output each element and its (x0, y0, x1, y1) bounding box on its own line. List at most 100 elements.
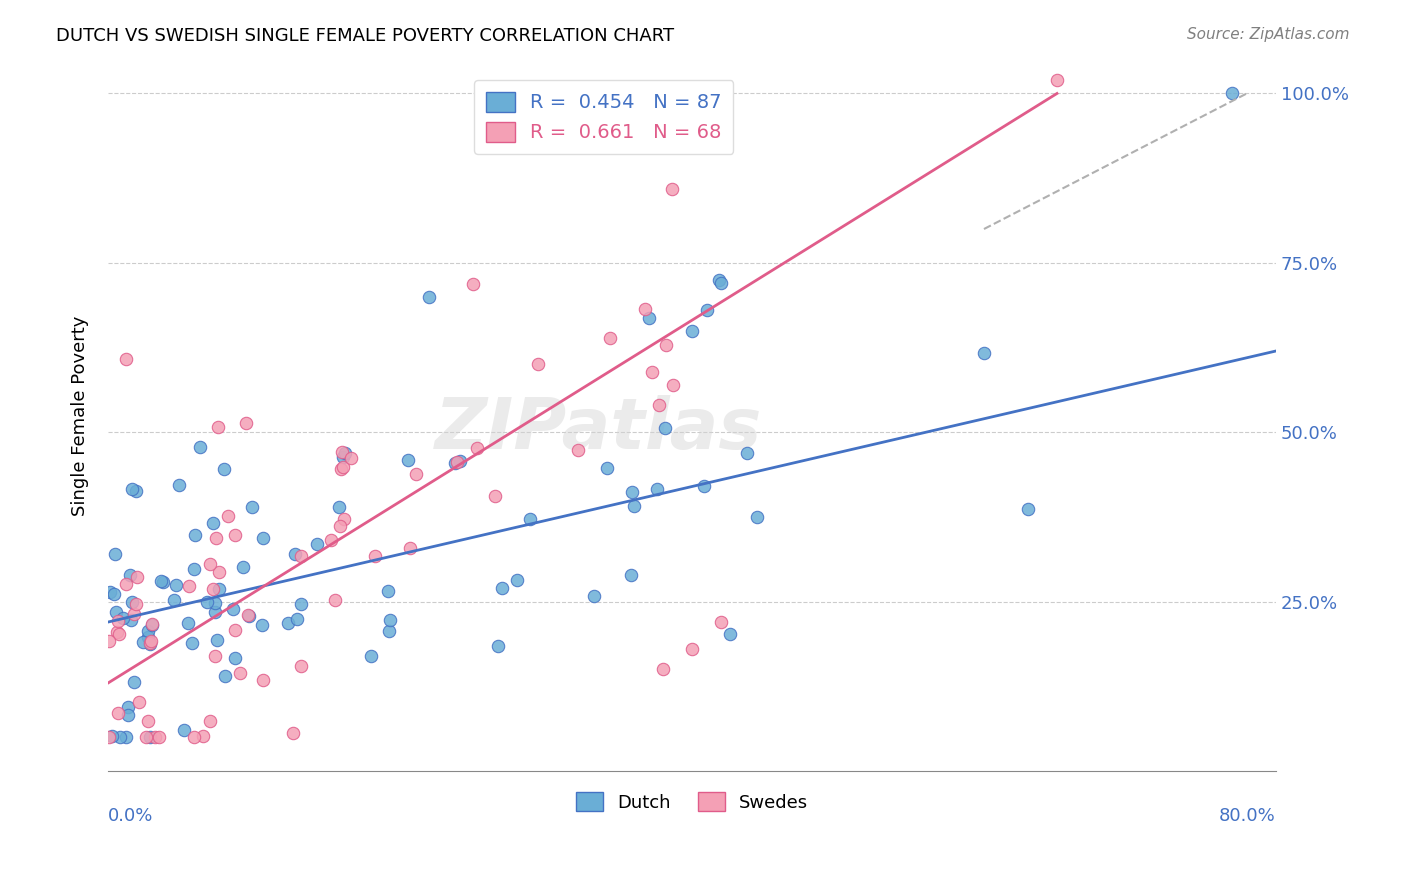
Swedes (325, 593, 347, 607)
Dutch (150, 574, 173, 588)
Swedes (484, 489, 506, 503)
Dutch (118, 568, 141, 582)
Dutch (224, 650, 246, 665)
Swedes (108, 627, 131, 641)
Swedes (224, 527, 246, 541)
Dutch (112, 611, 135, 625)
Swedes (235, 417, 257, 431)
Dutch (201, 516, 224, 531)
Swedes (364, 549, 387, 563)
Swedes (139, 634, 162, 648)
Swedes (105, 624, 128, 639)
Swedes (332, 459, 354, 474)
Dutch (305, 537, 328, 551)
Swedes (405, 467, 427, 481)
Dutch (190, 440, 212, 454)
Swedes (148, 731, 170, 745)
Dutch (104, 547, 127, 561)
Text: ZIPatlas: ZIPatlas (434, 395, 762, 464)
Swedes (201, 582, 224, 596)
Swedes (97, 633, 120, 648)
Text: DUTCH VS SWEDISH SINGLE FEMALE POVERTY CORRELATION CHART: DUTCH VS SWEDISH SINGLE FEMALE POVERTY C… (56, 27, 675, 45)
Dutch (100, 585, 122, 599)
Swedes (183, 731, 205, 745)
Dutch (197, 595, 219, 609)
Swedes (641, 365, 664, 379)
Swedes (655, 338, 678, 352)
Swedes (329, 462, 352, 476)
Dutch (284, 547, 307, 561)
Swedes (662, 377, 685, 392)
Dutch (232, 559, 254, 574)
Dutch (117, 700, 139, 714)
Swedes (329, 519, 352, 533)
Dutch (121, 483, 143, 497)
Swedes (115, 351, 138, 366)
Dutch (638, 311, 661, 326)
Dutch (121, 595, 143, 609)
Swedes (193, 729, 215, 743)
Dutch (163, 592, 186, 607)
Swedes (281, 726, 304, 740)
Dutch (285, 612, 308, 626)
Swedes (135, 731, 157, 745)
Dutch (183, 562, 205, 576)
Swedes (229, 665, 252, 680)
Dutch (747, 510, 769, 524)
Swedes (125, 570, 148, 584)
Dutch (709, 273, 731, 287)
Dutch (138, 624, 160, 638)
Dutch (491, 581, 513, 595)
Dutch (122, 674, 145, 689)
Swedes (332, 512, 354, 526)
Dutch (141, 618, 163, 632)
Dutch (718, 627, 741, 641)
Dutch (290, 597, 312, 611)
Y-axis label: Single Female Poverty: Single Female Poverty (72, 315, 89, 516)
Dutch (184, 528, 207, 542)
Dutch (132, 635, 155, 649)
Swedes (252, 673, 274, 687)
Dutch (973, 345, 995, 359)
Dutch (125, 483, 148, 498)
Swedes (128, 695, 150, 709)
Swedes (122, 607, 145, 621)
Dutch (181, 636, 204, 650)
Swedes (710, 615, 733, 629)
Dutch (173, 723, 195, 738)
Dutch (204, 606, 226, 620)
Swedes (208, 565, 231, 579)
Dutch (645, 482, 668, 496)
Dutch (250, 618, 273, 632)
Dutch (103, 587, 125, 601)
Swedes (238, 608, 260, 623)
Swedes (634, 301, 657, 316)
Dutch (582, 589, 605, 603)
Dutch (506, 573, 529, 587)
Dutch (1017, 501, 1039, 516)
Dutch (238, 608, 260, 623)
Text: Source: ZipAtlas.com: Source: ZipAtlas.com (1187, 27, 1350, 42)
Dutch (710, 277, 733, 291)
Swedes (319, 533, 342, 547)
Swedes (224, 623, 246, 637)
Dutch (221, 601, 243, 615)
Dutch (449, 454, 471, 468)
Swedes (115, 576, 138, 591)
Swedes (198, 558, 221, 572)
Dutch (519, 512, 541, 526)
Dutch (696, 303, 718, 318)
Text: 80.0%: 80.0% (1219, 806, 1277, 825)
Dutch (104, 605, 127, 619)
Dutch (596, 460, 619, 475)
Dutch (620, 485, 643, 500)
Dutch (654, 421, 676, 435)
Swedes (143, 731, 166, 745)
Dutch (167, 478, 190, 492)
Dutch (333, 446, 356, 460)
Dutch (378, 624, 401, 638)
Dutch (380, 613, 402, 627)
Dutch (139, 731, 162, 745)
Dutch (108, 731, 131, 745)
Dutch (377, 584, 399, 599)
